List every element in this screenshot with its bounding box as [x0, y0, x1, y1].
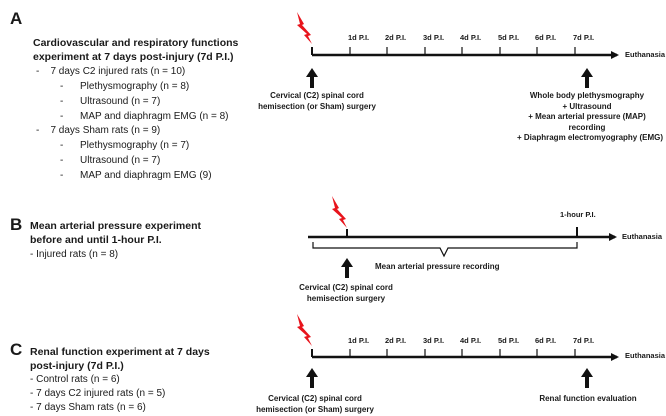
- panel-c-tick-label: 2d P.I.: [385, 336, 407, 345]
- panel-c-item: - 7 days C2 injured rats (n = 5): [30, 388, 166, 399]
- panel-a-tick-label: 4d P.I.: [460, 33, 482, 42]
- panel-a-measure-4: recording: [568, 122, 606, 132]
- panel-b-timeline: [308, 196, 617, 278]
- panel-c-surgery-label: Cervical (C2) spinal cord hemisection (o…: [250, 394, 380, 415]
- panel-a-surgery-line1: Cervical (C2) spinal cord: [270, 91, 364, 100]
- lightning-bolt-icon: [297, 314, 312, 346]
- panel-c-tick-label: 6d P.I.: [535, 336, 557, 345]
- panel-a-timeline: [297, 12, 619, 88]
- up-arrow-icon: [581, 368, 593, 388]
- panel-b-recording-label: Mean arterial pressure recording: [375, 262, 500, 271]
- panel-a-surgery-label: Cervical (C2) spinal cord hemisection (o…: [252, 91, 382, 112]
- panel-c-tick-label: 4d P.I.: [460, 336, 482, 345]
- panel-b-tick-label: 1-hour P.I.: [560, 210, 596, 219]
- panel-a-title-line2: experiment at 7 days post-injury (7d P.I…: [33, 51, 234, 63]
- panel-c-end-label: Euthanasia: [625, 351, 666, 360]
- panel-a-tick-label: 3d P.I.: [423, 33, 445, 42]
- panel-b-letter: B: [10, 215, 23, 234]
- panel-a-tick-label: 2d P.I.: [385, 33, 407, 42]
- panel-a-group-1-sub-2-label: Ultrasound (n = 7): [80, 96, 161, 107]
- panel-c-item: - Control rats (n = 6): [30, 374, 120, 385]
- panel-a-group-2: - 7 days Sham rats (n = 9): [36, 125, 161, 136]
- panel-c-title-line2: post-injury (7d P.I.): [30, 360, 124, 372]
- panel-a-measures-label: Whole body plethysmography + Ultrasound …: [517, 91, 664, 144]
- panel-a-title-line1: Cardiovascular and respiratory functions: [33, 37, 239, 49]
- panel-a-group-1-sub-3-label: MAP and diaphragm EMG (n = 8): [80, 111, 229, 122]
- up-arrow-icon: [581, 68, 593, 88]
- panel-b-surgery-line2: hemisection surgery: [306, 293, 386, 303]
- panel-a-group-1: - 7 days C2 injured rats (n = 10): [36, 66, 186, 77]
- panel-a-group-2-sub-1-label: Plethysmography (n = 7): [80, 140, 190, 151]
- panel-a-group-1-sub-1-label: Plethysmography (n = 8): [80, 81, 190, 92]
- panel-c-tick-label: 1d P.I.: [348, 336, 370, 345]
- panel-a-group-1-sub-2: - Ultrasound (n = 7): [60, 96, 161, 107]
- panel-a-letter: A: [10, 9, 23, 28]
- panel-a-surgery-line2: hemisection (or Sham) surgery: [258, 101, 376, 111]
- panel-a-group-2-sub-2-label: Ultrasound (n = 7): [80, 155, 161, 166]
- panel-c-letter: C: [10, 340, 23, 359]
- up-arrow-icon: [341, 258, 353, 278]
- panel-a-tick-label: 5d P.I.: [498, 33, 520, 42]
- up-arrow-icon: [306, 68, 318, 88]
- lightning-bolt-icon: [332, 196, 347, 228]
- panel-b-surgery-label: Cervical (C2) spinal cord hemisection su…: [281, 283, 411, 304]
- panel-a-group-2-label: 7 days Sham rats (n = 9): [50, 125, 161, 136]
- panel-a-group-2-sub-2: - Ultrasound (n = 7): [60, 155, 161, 166]
- panel-a-measure-2: + Ultrasound: [562, 101, 612, 111]
- panel-b-end-label: Euthanasia: [622, 232, 663, 241]
- panel-a-group-2-sub-1: - Plethysmography (n = 7): [60, 140, 190, 151]
- panel-a-group-1-sub-1: - Plethysmography (n = 8): [60, 81, 190, 92]
- panel-b-title-line2: before and until 1-hour P.I.: [30, 234, 162, 246]
- panel-a-group-1-sub-3: - MAP and diaphragm EMG (n = 8): [60, 111, 229, 122]
- panel-a-end-label: Euthanasia: [625, 50, 666, 59]
- panel-c-tick-label: 3d P.I.: [423, 336, 445, 345]
- panel-b-item: - Injured rats (n = 8): [30, 249, 119, 260]
- panel-a-group-1-label: 7 days C2 injured rats (n = 10): [50, 66, 186, 77]
- panel-b-surgery-line1: Cervical (C2) spinal cord: [299, 283, 393, 292]
- panel-b-title-line1: Mean arterial pressure experiment: [30, 220, 201, 232]
- panel-c-tick-label: 5d P.I.: [498, 336, 520, 345]
- lightning-bolt-icon: [297, 12, 312, 44]
- panel-c-surgery-line1: Cervical (C2) spinal cord: [268, 394, 362, 403]
- panel-a-tick-label: 1d P.I.: [348, 33, 370, 42]
- panel-c-timeline: [297, 314, 619, 388]
- panel-c-surgery-line2: hemisection (or Sham) surgery: [256, 404, 374, 414]
- panel-b-recording-brace: [312, 242, 578, 258]
- panel-c-tick-label: 7d P.I.: [573, 336, 595, 345]
- panel-c-evaluation-label: Renal function evaluation: [539, 394, 637, 403]
- panel-a-group-2-sub-3-label: MAP and diaphragm EMG (9): [80, 170, 212, 181]
- panel-c-title-line1: Renal function experiment at 7 days: [30, 346, 210, 358]
- panel-a-measure-1: Whole body plethysmography: [529, 91, 645, 100]
- panel-a-measure-5: + Diaphragm electromyography (EMG): [517, 133, 664, 142]
- panel-a-measure-3: + Mean arterial pressure (MAP): [528, 112, 646, 121]
- panel-a-group-2-sub-3: - MAP and diaphragm EMG (9): [60, 170, 212, 181]
- up-arrow-icon: [306, 368, 318, 388]
- panel-a-tick-label: 7d P.I.: [573, 33, 595, 42]
- panel-a-tick-label: 6d P.I.: [535, 33, 557, 42]
- panel-c-item: - 7 days Sham rats (n = 6): [30, 402, 146, 413]
